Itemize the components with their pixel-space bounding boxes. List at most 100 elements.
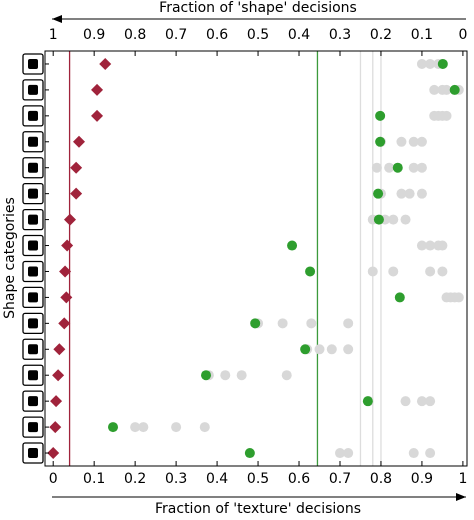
x-tick-label: 0.8 [370,471,392,487]
point [392,162,403,173]
diamond-point [52,369,65,382]
x2-tick-label: 0.4 [288,27,310,43]
diamond-point [70,187,83,200]
point [396,136,407,147]
x-tick-label: 0.4 [206,471,228,487]
category-icon-glyph [28,110,38,121]
point [201,370,212,381]
category-icon-glyph [28,344,38,355]
point [425,266,436,277]
diamond-point [50,395,63,408]
point [400,396,411,407]
point [314,344,325,355]
point [408,136,419,147]
diamond-point [70,161,83,174]
point [334,448,345,459]
point [416,136,427,147]
x2-tick-label: 0.1 [411,27,433,43]
point [429,84,440,95]
point [388,214,399,225]
bottom-axis-label: Fraction of 'texture' decisions [155,501,361,516]
x-tick-label: 0.9 [411,471,433,487]
x-tick-label: 0.5 [247,471,269,487]
category-icon-glyph [28,396,38,407]
point [108,422,119,433]
x-tick-label: 0.6 [288,471,310,487]
top-axis-label: Fraction of 'shape' decisions [159,0,357,16]
point [343,344,354,355]
point [300,344,311,355]
category-icon-glyph [28,188,38,199]
point [425,448,436,459]
category-icon-glyph [28,448,38,459]
point [425,396,436,407]
diamond-point [63,213,76,226]
x2-tick-label: 0.2 [370,27,392,43]
point [388,266,399,277]
category-icon-glyph [28,370,38,381]
point [362,396,373,407]
point [373,188,384,199]
point [138,422,149,433]
point [416,396,427,407]
point [277,318,288,329]
point [416,162,427,173]
x2-tick-label: 1 [49,27,58,43]
point [244,448,255,459]
point [453,292,464,303]
diamond-point [91,83,104,96]
x2-tick-label: 0.3 [329,27,351,43]
point [449,84,460,95]
point [250,318,261,329]
category-icon-glyph [28,162,38,173]
diamond-point [61,239,74,252]
point [425,240,436,251]
x-tick-label: 0.2 [124,471,146,487]
point [373,214,384,225]
point [306,318,317,329]
point [404,188,415,199]
point [281,370,292,381]
point [408,162,419,173]
diamond-point [47,447,60,460]
point [236,370,247,381]
point [199,422,210,433]
x-tick-label: 0 [49,471,58,487]
x2-tick-label: 0.5 [247,27,269,43]
category-icon-glyph [28,84,38,95]
diamond-point [60,291,73,304]
point [375,136,386,147]
point [437,240,448,251]
category-icon-glyph [28,318,38,329]
x2-tick-label: 0 [458,27,467,43]
point [400,214,411,225]
point [416,58,427,69]
point [408,448,419,459]
x2-tick-label: 0.8 [124,27,146,43]
category-icon-glyph [28,422,38,433]
point [396,188,407,199]
category-icon-glyph [28,292,38,303]
x-tick-label: 0.3 [165,471,187,487]
point [425,58,436,69]
x2-tick-label: 0.9 [83,27,105,43]
bottom-arrow-head [456,493,466,501]
point [437,58,448,69]
point [305,266,316,277]
x-tick-label: 0.1 [83,471,105,487]
category-icon-glyph [28,214,38,225]
point [384,162,395,173]
category-icon-glyph [28,136,38,147]
category-icon-glyph [28,266,38,277]
point [287,240,298,251]
top-arrow-head [52,15,62,23]
category-icon-glyph [28,240,38,251]
point [441,84,452,95]
point [416,188,427,199]
point [416,240,427,251]
point [437,266,448,277]
plot-frame [44,50,468,467]
y-axis-label: Shape categories [2,197,18,319]
diamond-point [59,265,72,278]
